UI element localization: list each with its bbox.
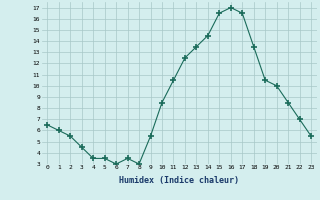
X-axis label: Humidex (Indice chaleur): Humidex (Indice chaleur) xyxy=(119,176,239,185)
